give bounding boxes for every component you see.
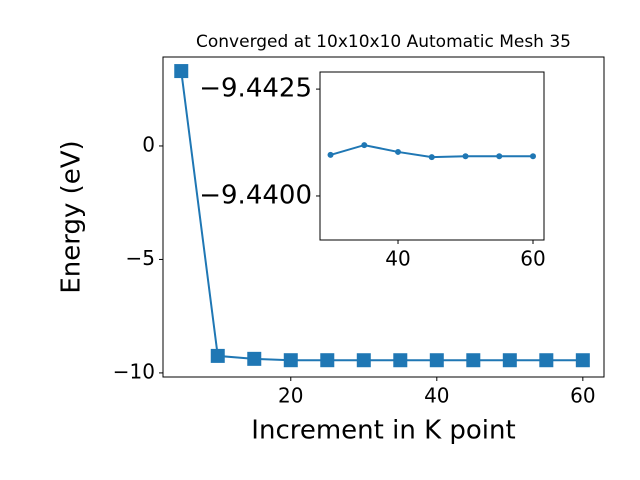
y-tick-label: −10 [113, 359, 155, 383]
y-tick-label: −9.4425 [199, 74, 312, 104]
y-tick-label: −9.4400 [199, 180, 312, 210]
marker [361, 142, 368, 149]
marker [283, 353, 298, 368]
x-tick-label: 40 [424, 384, 449, 408]
marker [575, 353, 590, 368]
marker [429, 353, 444, 368]
x-tick-label: 60 [520, 247, 545, 271]
x-axis-label: Increment in K point [251, 416, 515, 446]
marker [393, 353, 408, 368]
marker [428, 154, 435, 161]
marker [395, 148, 402, 155]
marker [462, 153, 469, 160]
marker [174, 64, 189, 79]
marker [496, 153, 503, 160]
marker [466, 353, 481, 368]
marker [320, 353, 335, 368]
y-tick-label: −5 [126, 246, 155, 270]
y-axis-label: Energy (eV) [57, 140, 87, 293]
axes-frame [162, 56, 605, 378]
marker [539, 353, 554, 368]
x-tick-label: 60 [570, 384, 595, 408]
marker [502, 353, 517, 368]
marker [327, 151, 334, 158]
chart-title: Converged at 10x10x10 Automatic Mesh 35 [196, 32, 571, 52]
x-tick-label: 40 [385, 247, 410, 271]
marker [247, 351, 262, 366]
marker [529, 153, 536, 160]
x-tick-label: 20 [278, 384, 303, 408]
marker [356, 353, 371, 368]
y-tick-label: 0 [142, 132, 155, 156]
axes-frame [319, 71, 545, 241]
marker [210, 348, 225, 363]
